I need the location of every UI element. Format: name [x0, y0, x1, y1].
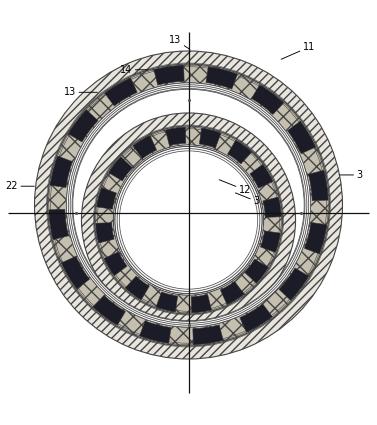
Wedge shape: [154, 65, 184, 85]
Wedge shape: [250, 164, 273, 188]
Wedge shape: [263, 197, 281, 217]
Wedge shape: [97, 187, 116, 209]
Wedge shape: [93, 295, 126, 325]
Wedge shape: [220, 281, 244, 304]
Wedge shape: [245, 259, 268, 283]
Wedge shape: [261, 231, 280, 252]
Text: 11: 11: [281, 42, 315, 59]
Wedge shape: [308, 170, 328, 201]
Wedge shape: [166, 128, 186, 146]
Wedge shape: [104, 252, 127, 276]
Wedge shape: [288, 121, 316, 154]
Text: 13: 13: [169, 35, 190, 49]
Wedge shape: [199, 128, 221, 148]
Wedge shape: [240, 304, 272, 332]
Wedge shape: [68, 110, 98, 142]
Wedge shape: [191, 295, 211, 313]
Wedge shape: [228, 140, 252, 164]
Wedge shape: [133, 136, 157, 159]
Wedge shape: [139, 321, 171, 343]
Wedge shape: [61, 256, 89, 289]
Wedge shape: [251, 85, 284, 114]
Text: 3: 3: [235, 193, 259, 206]
Wedge shape: [279, 268, 309, 300]
Wedge shape: [49, 209, 69, 240]
Text: 3: 3: [340, 170, 362, 180]
Text: 14: 14: [120, 65, 148, 75]
Text: 13: 13: [64, 87, 97, 97]
Wedge shape: [125, 276, 149, 300]
Wedge shape: [304, 222, 327, 254]
Text: 22: 22: [6, 181, 34, 191]
Wedge shape: [105, 78, 137, 106]
Wedge shape: [50, 156, 73, 187]
Wedge shape: [193, 325, 223, 345]
Wedge shape: [96, 223, 114, 243]
Wedge shape: [109, 157, 132, 181]
Wedge shape: [206, 67, 238, 89]
Text: 12: 12: [219, 180, 251, 195]
Wedge shape: [156, 292, 178, 312]
